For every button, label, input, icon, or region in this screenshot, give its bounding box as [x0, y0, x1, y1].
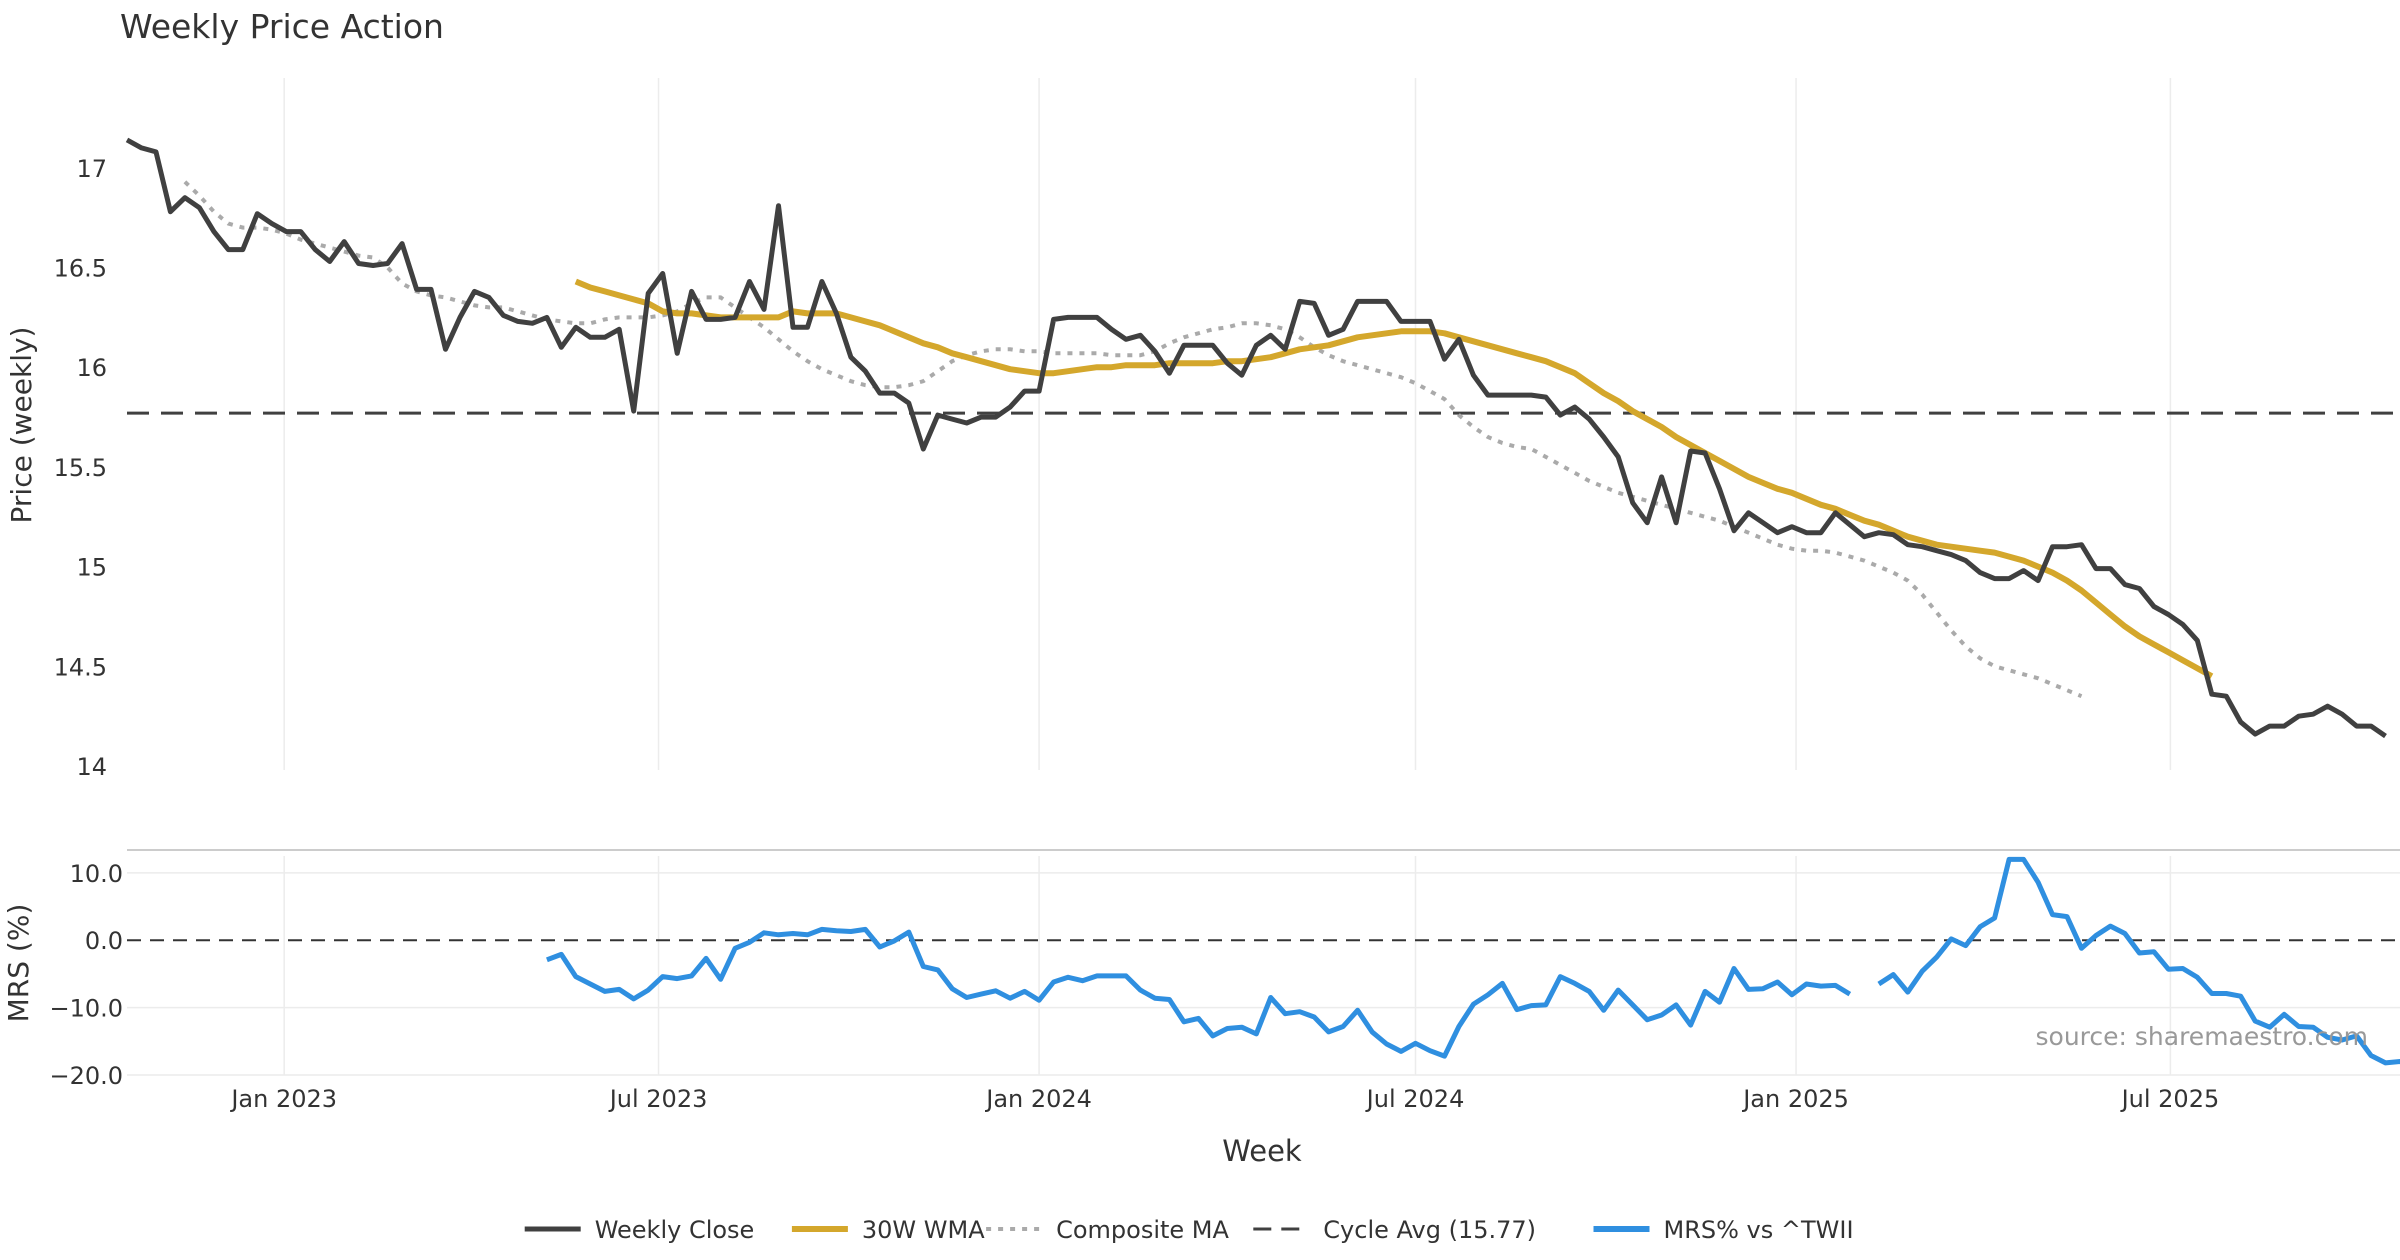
- price-gridlines: [283, 78, 2172, 770]
- x-tick-label: Jul 2023: [608, 1085, 708, 1113]
- mrs-y-tick: 10.0: [70, 860, 123, 888]
- mrs-y-tick-labels: 10.0 0.0 −10.0 −20.0: [49, 860, 123, 1090]
- legend-label-composite: Composite MA: [1056, 1216, 1229, 1244]
- legend-label-cycle: Cycle Avg (15.77): [1323, 1216, 1536, 1244]
- x-tick-label: Jan 2023: [229, 1085, 337, 1113]
- mrs-line: [546, 856, 2400, 1066]
- composite-ma-line: [183, 180, 2083, 699]
- x-tick-label: Jan 2025: [1741, 1085, 1849, 1113]
- source-note: source: sharemaestro.com: [2036, 1022, 2369, 1051]
- chart-title: Weekly Price Action: [120, 7, 444, 46]
- x-tick-label: Jul 2025: [2120, 1085, 2220, 1113]
- legend-label-close: Weekly Close: [595, 1216, 755, 1244]
- mrs-y-axis-label: MRS (%): [2, 904, 35, 1023]
- price-y-axis-label: Price (weekly): [5, 327, 38, 524]
- mrs-y-tick: −10.0: [49, 995, 123, 1023]
- x-tick-labels: Jan 2023 Jul 2023 Jan 2024 Jul 2024 Jan 2025…: [229, 1085, 2219, 1113]
- legend: Weekly Close 30W WMA Composite MA Cycle Avg…: [524, 1216, 1854, 1244]
- x-tick-label: Jan 2024: [984, 1085, 1092, 1113]
- mrs-gridlines: [127, 856, 2400, 1076]
- mrs-y-tick: 0.0: [85, 927, 123, 955]
- legend-label-wma: 30W WMA: [862, 1216, 985, 1244]
- mrs-line-segment: [546, 926, 1852, 1059]
- wma-30w-line: [574, 278, 2214, 679]
- price-y-tick: 16.5: [54, 255, 107, 283]
- price-y-tick: 15.5: [54, 454, 107, 482]
- price-panel: 17 16.5 16 15.5 15 14.5 14 Price (weekly): [5, 78, 2400, 781]
- price-y-tick: 15: [76, 554, 107, 582]
- price-y-tick: 17: [76, 155, 107, 183]
- price-y-tick: 16: [76, 354, 107, 382]
- x-axis-label: Week: [1222, 1134, 1302, 1168]
- mrs-panel: 10.0 0.0 −10.0 −20.0 MRS (%) source: sharem…: [2, 856, 2400, 1090]
- weekly-close-line: [125, 137, 2387, 739]
- mrs-y-tick: −20.0: [49, 1062, 123, 1090]
- price-y-tick: 14.5: [54, 653, 107, 681]
- legend-label-mrs: MRS% vs ^TWII: [1664, 1216, 1854, 1244]
- x-tick-label: Jul 2024: [1365, 1085, 1465, 1113]
- price-y-tick-labels: 17 16.5 16 15.5 15 14.5 14: [54, 155, 107, 781]
- price-y-tick: 14: [76, 753, 107, 781]
- mrs-line-segment: [1877, 856, 2400, 1066]
